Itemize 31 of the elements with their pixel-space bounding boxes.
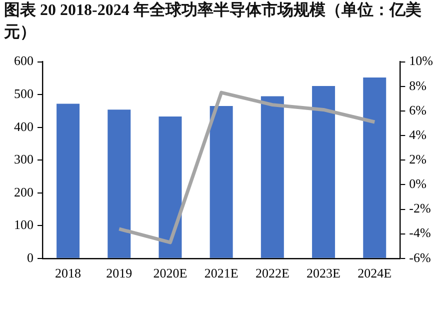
- x-tick-label: 2023E: [306, 266, 341, 281]
- y2-tick-label: 0%: [409, 176, 427, 192]
- y-tick-label: 200: [14, 184, 34, 200]
- x-tick-label: 2024E: [358, 266, 392, 281]
- y-tick-label: 600: [14, 53, 34, 68]
- y2-tick-label: 2%: [409, 152, 427, 167]
- x-tick-label: 2021E: [204, 266, 238, 281]
- x-tick-label: 2022E: [255, 266, 290, 281]
- bar: [210, 106, 233, 258]
- bar: [108, 110, 131, 258]
- y-tick-label: 300: [14, 152, 34, 167]
- x-tick-label: 2019: [106, 266, 132, 281]
- y2-tick-label: -2%: [409, 200, 431, 216]
- bar: [260, 96, 284, 258]
- y2-tick-label: -6%: [409, 250, 431, 265]
- y-tick-label: 0: [27, 250, 34, 265]
- chart-title: 图表 20 2018-2024 年全球功率半导体市场规模（单位：亿美元）: [4, 0, 422, 43]
- y-tick-label: 500: [14, 86, 34, 101]
- y2-tick-label: 10%: [409, 53, 434, 68]
- bar: [56, 104, 80, 258]
- x-tick-label: 2020E: [153, 266, 188, 281]
- y2-tick-label: 8%: [409, 78, 427, 93]
- y2-tick-label: 6%: [409, 102, 427, 118]
- bar: [363, 78, 386, 258]
- y-tick-label: 100: [14, 217, 34, 232]
- bar: [312, 86, 336, 258]
- bar: [158, 116, 182, 258]
- y-tick-label: 400: [14, 118, 34, 134]
- y2-tick-label: 4%: [409, 126, 427, 142]
- y2-tick-label: -4%: [409, 225, 431, 240]
- x-tick-label: 2018: [55, 266, 82, 281]
